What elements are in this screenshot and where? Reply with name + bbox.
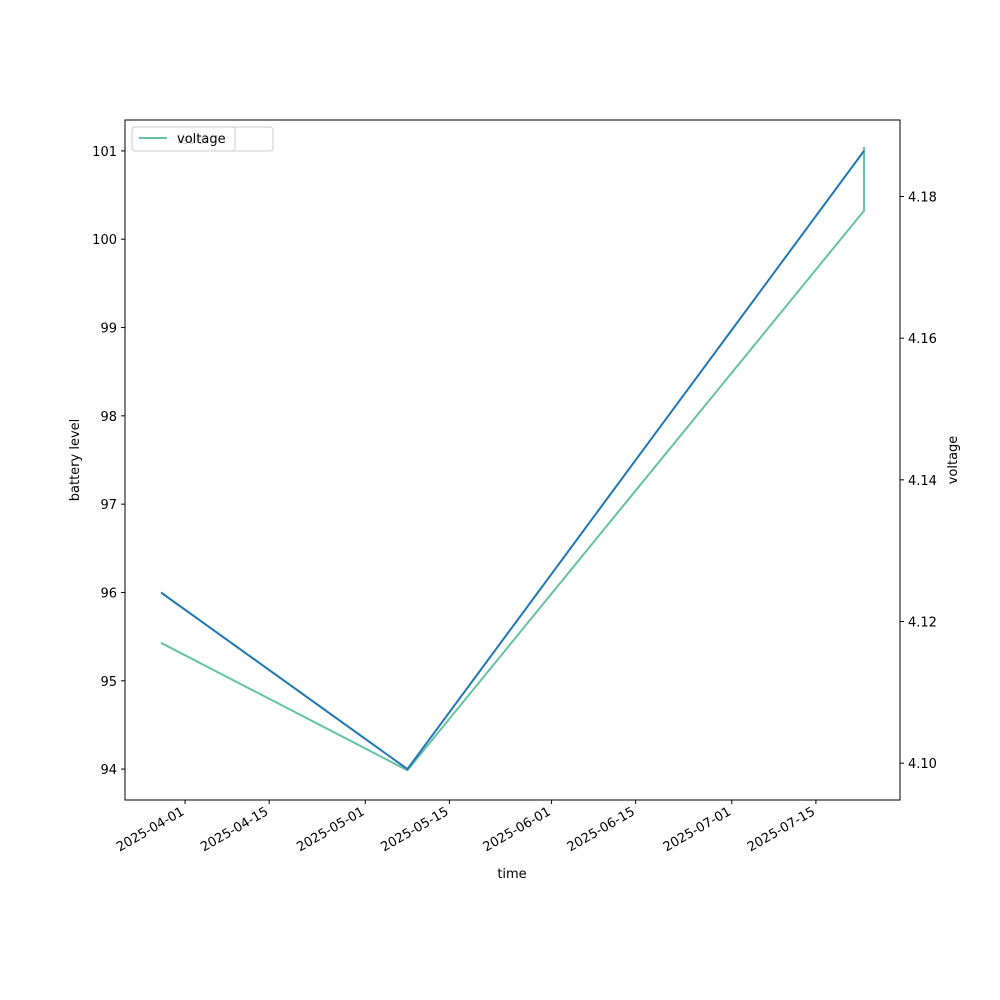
series-line-level — [160, 150, 865, 771]
x-tick-label: 2025-05-15 — [378, 804, 451, 855]
y-axis-left: 94 95 96 97 98 99 100 101 — [92, 145, 125, 778]
x-tick-label: 2025-06-01 — [481, 804, 554, 855]
y-left-tick-label: 95 — [100, 675, 117, 690]
y-left-tick-label: 101 — [92, 145, 117, 160]
y-left-tick-label: 97 — [100, 498, 117, 513]
y-left-tick-label: 96 — [100, 586, 117, 601]
y-right-tick-label: 4.10 — [908, 757, 937, 772]
y-right-tick-label: 4.14 — [908, 474, 937, 489]
legend-voltage: voltage — [131, 126, 236, 152]
series-line-voltage — [160, 146, 865, 772]
legend-voltage-label: voltage — [177, 132, 226, 147]
plot-background — [125, 120, 900, 800]
x-tick-label: 2025-05-01 — [294, 804, 367, 855]
x-axis: 2025-04-01 2025-04-15 2025-05-01 2025-05-15… — [114, 800, 818, 855]
legend-voltage-frame — [131, 126, 236, 152]
series-layer — [160, 146, 865, 772]
x-tick-label: 2025-07-15 — [745, 804, 818, 855]
x-tick-label: 2025-04-15 — [198, 804, 271, 855]
y-right-tick-label: 4.16 — [908, 332, 937, 347]
y-axis-right: 4.10 4.12 4.14 4.16 4.18 — [900, 191, 937, 772]
x-axis-title: time — [497, 867, 526, 882]
y-axis-left-title: battery level — [68, 419, 83, 502]
y-axis-right-title: voltage — [946, 436, 961, 485]
y-right-tick-label: 4.12 — [908, 616, 937, 631]
x-tick-label: 2025-04-01 — [114, 804, 187, 855]
x-tick-label: 2025-07-01 — [661, 804, 734, 855]
y-left-tick-label: 100 — [92, 233, 117, 248]
y-right-tick-label: 4.18 — [908, 191, 937, 206]
y-left-tick-label: 94 — [100, 763, 117, 778]
y-left-tick-label: 99 — [100, 322, 117, 337]
y-left-tick-label: 98 — [100, 410, 117, 425]
plot-frame — [124, 119, 901, 801]
x-tick-label: 2025-06-15 — [565, 804, 638, 855]
